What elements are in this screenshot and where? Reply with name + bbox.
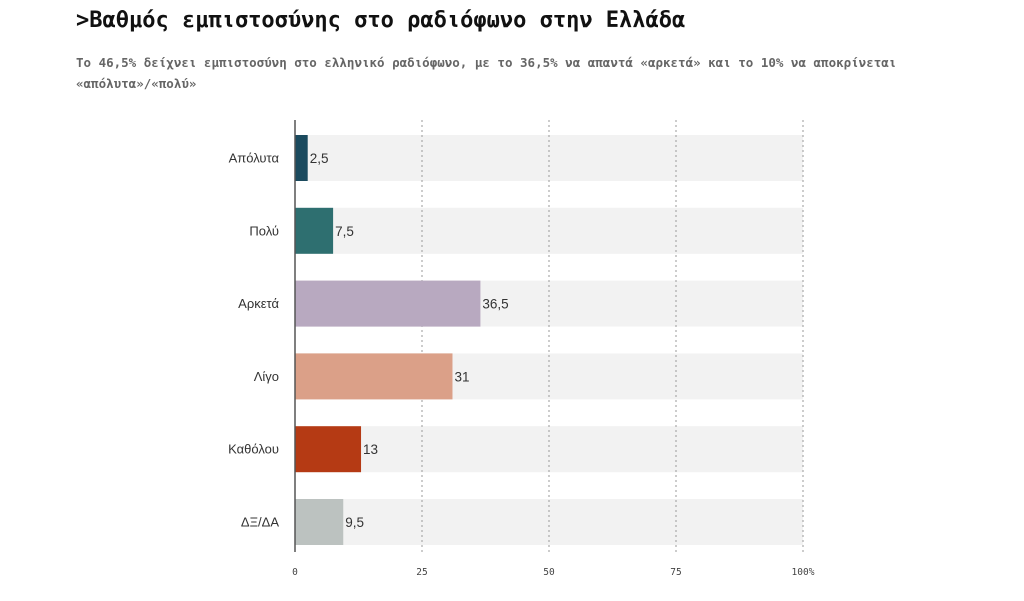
bar-track bbox=[295, 426, 803, 473]
x-tick-label: 50 bbox=[543, 567, 555, 578]
category-labels: Απόλυτα Πολύ Αρκετά Λίγο Καθόλου ΔΞ/ΔΑ bbox=[228, 151, 279, 530]
x-tick-label: 75 bbox=[670, 567, 681, 578]
category-label: Καθόλου bbox=[228, 442, 279, 457]
category-label: Απόλυτα bbox=[229, 151, 280, 166]
value-labels: 2,5 7,5 36,5 31 13 9,5 bbox=[310, 151, 509, 530]
bar bbox=[295, 135, 308, 181]
value-label: 31 bbox=[454, 369, 469, 384]
bar bbox=[295, 207, 334, 254]
x-tick-labels: 0 25 50 75 100% bbox=[292, 567, 815, 578]
gridlines bbox=[421, 120, 804, 552]
x-tick-label: 100% bbox=[792, 567, 815, 578]
category-label: Πολύ bbox=[249, 223, 279, 238]
bars bbox=[295, 135, 481, 545]
value-label: 13 bbox=[363, 442, 378, 457]
bar bbox=[295, 353, 453, 400]
chart-title: >Βαθμός εμπιστοσύνης στο ραδιόφωνο στην … bbox=[76, 8, 686, 33]
category-label: Αρκετά bbox=[238, 296, 279, 311]
bar bbox=[295, 426, 362, 473]
category-label: Λίγο bbox=[254, 369, 279, 384]
bar-track bbox=[295, 135, 803, 181]
bar bbox=[295, 280, 481, 327]
value-label: 36,5 bbox=[482, 297, 508, 312]
chart-subtitle: Το 46,5% δείχνει εμπιστοσύνη στο ελληνικ… bbox=[76, 55, 897, 91]
value-label: 2,5 bbox=[310, 151, 329, 166]
category-label: ΔΞ/ΔΑ bbox=[241, 515, 279, 530]
x-tick-label: 25 bbox=[416, 567, 427, 578]
x-tick-label: 0 bbox=[292, 567, 298, 578]
value-label: 9,5 bbox=[345, 515, 364, 530]
value-label: 7,5 bbox=[335, 224, 354, 239]
bar bbox=[295, 499, 344, 545]
